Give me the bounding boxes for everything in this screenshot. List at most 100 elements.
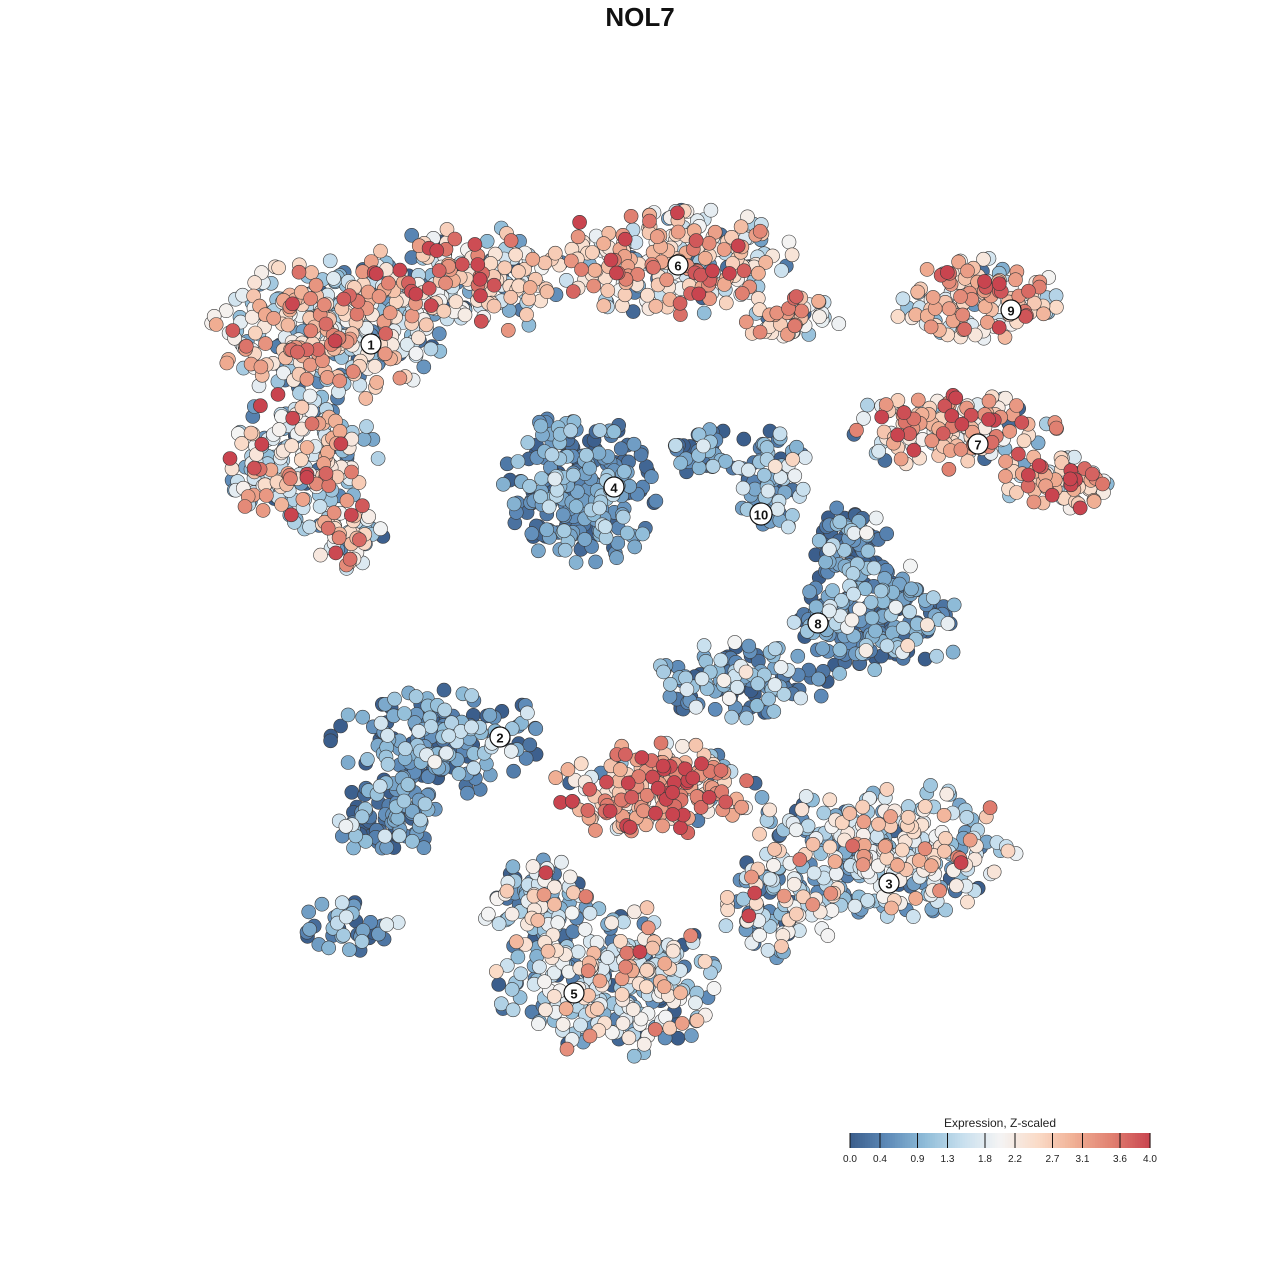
cell-point xyxy=(649,229,665,244)
legend-color-segment xyxy=(1065,1133,1069,1148)
legend-color-segment xyxy=(1132,1133,1136,1148)
cell-point xyxy=(691,286,707,302)
cell-point xyxy=(793,690,809,706)
cell-point xyxy=(656,664,671,680)
cell-point xyxy=(615,1016,631,1031)
cell-point xyxy=(387,691,402,707)
cell-point xyxy=(587,262,603,278)
cell-point xyxy=(596,236,611,251)
legend-color-segment xyxy=(980,1133,984,1148)
legend-color-segment xyxy=(892,1133,896,1148)
cell-point xyxy=(976,251,991,267)
legend-color-segment xyxy=(1030,1133,1034,1148)
cell-point xyxy=(411,330,426,346)
cell-point xyxy=(895,620,911,636)
cell-point xyxy=(400,777,416,792)
legend-color-segment xyxy=(902,1133,906,1148)
cell-point xyxy=(540,943,556,959)
cell-point xyxy=(761,691,776,707)
cell-point xyxy=(616,464,632,479)
cell-point xyxy=(417,796,433,812)
cell-point xyxy=(821,542,837,557)
cell-point xyxy=(392,262,408,278)
cell-point xyxy=(689,1013,705,1028)
cell-point xyxy=(813,688,829,704)
cell-point xyxy=(860,397,875,413)
cell-point xyxy=(832,666,847,681)
cell-point xyxy=(670,224,686,240)
cell-point xyxy=(812,309,827,325)
cell-point xyxy=(694,671,710,687)
cell-point xyxy=(822,792,838,808)
cell-point xyxy=(258,336,273,351)
cell-point xyxy=(685,770,701,786)
cell-point xyxy=(522,280,538,295)
cell-point xyxy=(827,854,843,869)
cell-point xyxy=(538,865,554,881)
cell-point xyxy=(537,255,553,271)
cell-point xyxy=(662,676,678,692)
cell-point xyxy=(511,264,526,280)
cell-point xyxy=(331,530,347,546)
color-legend: Expression, Z-scaled 0.0 0.4 0.9 1.3 1.8 2.2 2… xyxy=(843,1116,1157,1165)
cell-point xyxy=(371,289,387,304)
legend-color-segment xyxy=(885,1133,889,1148)
cell-point xyxy=(795,889,811,905)
legend-color-segment xyxy=(1080,1133,1084,1148)
cell-point xyxy=(299,371,315,387)
cell-point xyxy=(464,719,479,735)
cell-point xyxy=(845,566,861,581)
cell-point xyxy=(391,828,407,844)
cluster-badge xyxy=(1000,299,1022,321)
cell-point xyxy=(917,841,933,857)
legend-color-segment xyxy=(1027,1133,1031,1148)
cell-point xyxy=(568,555,584,570)
cell-point xyxy=(944,408,960,424)
cell-point xyxy=(624,789,640,805)
cell-point xyxy=(421,281,437,296)
cell-point xyxy=(234,436,249,451)
cell-point xyxy=(981,393,997,409)
cell-point xyxy=(1014,415,1030,430)
cell-point xyxy=(473,313,489,329)
legend-color-segment xyxy=(995,1133,999,1148)
cell-point xyxy=(495,476,511,492)
cell-point xyxy=(294,399,310,415)
legend-color-segment xyxy=(930,1133,934,1148)
cell-point xyxy=(957,321,972,337)
legend-tick-label: 3.6 xyxy=(1113,1154,1127,1165)
cluster-badge xyxy=(749,502,773,526)
cell-point xyxy=(890,309,906,324)
cell-point xyxy=(622,819,638,835)
legend-color-segment xyxy=(887,1133,891,1148)
cell-point xyxy=(762,871,778,887)
cell-point xyxy=(303,323,319,339)
cell-points xyxy=(204,202,1115,1064)
cell-point xyxy=(586,278,602,294)
cell-point xyxy=(767,641,783,657)
cluster-label-6: 6 xyxy=(667,254,689,276)
cell-point xyxy=(696,305,712,321)
cell-point xyxy=(351,475,367,490)
cell-point xyxy=(304,416,320,432)
cell-point xyxy=(776,686,792,702)
cell-point xyxy=(855,857,871,873)
cell-point xyxy=(935,426,951,441)
cell-point xyxy=(625,1002,641,1017)
legend-color-segment xyxy=(1127,1133,1131,1148)
cell-point xyxy=(500,322,516,338)
cell-point xyxy=(786,876,802,892)
cell-point xyxy=(829,500,845,516)
cell-point xyxy=(860,543,876,559)
cell-point xyxy=(733,219,749,234)
cell-point xyxy=(570,229,586,245)
cell-point xyxy=(734,799,749,815)
cell-point xyxy=(919,262,935,277)
cell-point xyxy=(382,305,398,321)
legend-color-segment xyxy=(1052,1133,1056,1148)
cell-point xyxy=(360,752,375,767)
cell-point xyxy=(533,489,548,505)
cell-point xyxy=(582,781,598,797)
cell-point xyxy=(858,643,874,658)
cell-point xyxy=(668,438,684,453)
